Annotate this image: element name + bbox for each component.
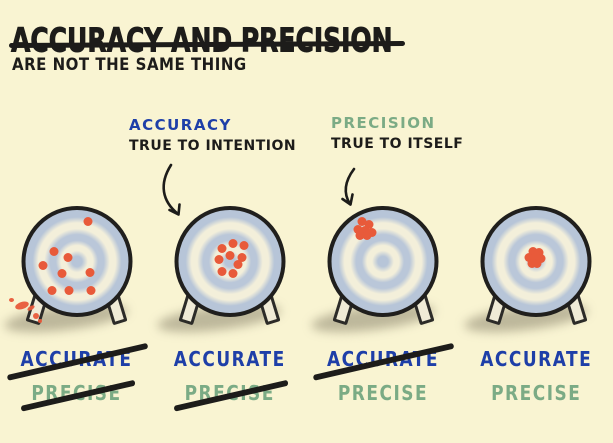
shot-dot — [233, 259, 243, 269]
label-precise: PRECISE — [173, 380, 288, 412]
shot-dot — [217, 267, 226, 277]
target-labels: ACCURATE PRECISE — [460, 348, 613, 418]
target-board — [153, 204, 306, 338]
shot-dot — [364, 220, 374, 230]
shot-dot — [530, 253, 540, 263]
paint-splatter — [38, 319, 42, 323]
target-face — [21, 206, 132, 317]
label-row-accurate: ACCURATE — [153, 348, 306, 384]
annotation-accuracy-subheading: TRUE TO INTENTION — [129, 138, 297, 154]
shot-dot — [357, 217, 367, 227]
shot-dot — [47, 285, 57, 295]
shot-dot — [225, 251, 235, 261]
paint-splatter — [9, 298, 14, 302]
page-title: ACCURACY AND PRECISION — [11, 20, 393, 60]
target-accurate-not-precise: ACCURATE PRECISE — [153, 204, 306, 443]
annotation-accuracy: ACCURACY TRUE TO INTENTION — [129, 116, 296, 154]
targets-row: ACCURATEPRECISEACCURATEPRECISEACCURATEPR… — [0, 204, 613, 443]
strikethrough-line — [313, 342, 455, 381]
label-row-precise: PRECISE — [307, 382, 460, 418]
label-accurate: ACCURATE — [480, 348, 593, 372]
target-face — [480, 206, 592, 317]
strikethrough-line — [20, 380, 135, 412]
annotation-precision-subheading: TRUE TO ITSELF — [331, 136, 464, 152]
label-accurate: ACCURATE — [313, 342, 455, 381]
label-row-precise: PRECISE — [460, 382, 613, 418]
shot-dot — [360, 225, 370, 235]
shot-dot — [536, 254, 546, 264]
shot-dot — [527, 259, 537, 269]
precision-arrow — [344, 167, 356, 206]
label-accurate: ACCURATE — [173, 348, 286, 372]
label-row-precise: PRECISE — [0, 380, 153, 418]
shot-dot — [214, 255, 224, 265]
shot-dot — [57, 268, 67, 278]
page-subtitle: ARE NOT THE SAME THING — [12, 54, 247, 75]
strikethrough-line — [6, 342, 149, 381]
shot-dot — [49, 246, 59, 256]
label-precise: PRECISE — [337, 382, 429, 406]
annotation-precision-heading: PRECISION — [331, 114, 436, 132]
shot-dot — [63, 253, 73, 263]
precision-arrowhead-icon — [341, 193, 354, 206]
shot-dot — [228, 238, 238, 248]
shot-dot — [534, 248, 544, 258]
shot-dot — [528, 247, 538, 257]
label-row-accurate: ACCURATE — [0, 342, 153, 384]
shot-dot — [228, 268, 238, 278]
target-accurate-and-precise: ACCURATE PRECISE — [460, 204, 613, 443]
target-face — [174, 206, 286, 317]
shot-dot — [83, 217, 93, 227]
strikethrough-line — [173, 380, 288, 412]
paint-splatter — [33, 313, 39, 319]
shot-dot — [524, 252, 534, 262]
label-row-accurate: ACCURATE — [460, 348, 613, 384]
shot-dot — [86, 285, 96, 295]
shot-dot — [532, 259, 542, 269]
label-precise: PRECISE — [491, 382, 582, 406]
label-precise: PRECISE — [20, 380, 135, 412]
shot-dot — [38, 260, 48, 270]
shot-dot — [367, 227, 377, 237]
label-row-precise: PRECISE — [153, 380, 306, 418]
target-board — [307, 204, 460, 338]
shot-dot — [355, 231, 365, 241]
target-labels: ACCURATE PRECISE — [153, 348, 306, 418]
annotation-precision: PRECISION TRUE TO ITSELF — [331, 114, 463, 152]
target-board — [0, 204, 153, 338]
shot-dot — [353, 224, 363, 234]
shot-dot — [217, 244, 227, 254]
target-board — [460, 204, 613, 338]
shot-dot — [64, 286, 74, 296]
annotation-accuracy-heading: ACCURACY — [129, 116, 232, 134]
shot-dot — [239, 241, 249, 251]
label-row-accurate: ACCURATE — [307, 342, 460, 384]
target-face — [327, 206, 439, 317]
shot-dot — [85, 268, 95, 278]
label-accurate: ACCURATE — [6, 342, 149, 381]
shot-dot — [362, 231, 372, 241]
shot-dot — [237, 253, 247, 263]
